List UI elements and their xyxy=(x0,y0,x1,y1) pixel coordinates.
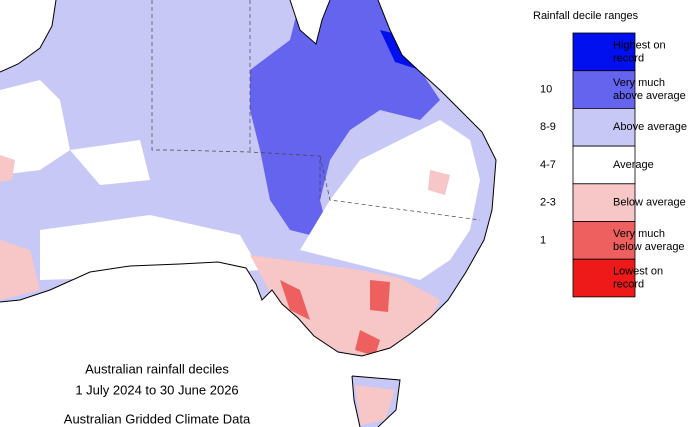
australia-map xyxy=(0,0,496,427)
caption-line: Australian rainfall deciles xyxy=(85,361,229,376)
legend-swatch xyxy=(572,258,636,298)
caption-line: Australian Gridded Climate Data xyxy=(64,411,251,426)
legend-swatch xyxy=(572,221,636,260)
legend-swatch xyxy=(572,145,636,185)
legend-label: Above average xyxy=(613,121,687,133)
legend-swatch xyxy=(572,70,636,109)
legend-range: 8-9 xyxy=(540,121,556,133)
legend: Highest on record 10 Very much above average… xyxy=(540,32,687,298)
legend-range: 2-3 xyxy=(540,197,556,209)
legend-range: 10 xyxy=(540,83,552,95)
legend-label: Average xyxy=(613,159,654,171)
legend-label: Below average xyxy=(613,197,686,209)
caption-line: 1 July 2024 to 30 June 2026 xyxy=(75,382,238,397)
coastline xyxy=(0,0,497,427)
legend-swatch xyxy=(572,183,636,222)
legend-label: Highest on record xyxy=(613,39,666,64)
legend-label: Very much below average xyxy=(613,228,685,253)
legend-range: 4-7 xyxy=(540,159,556,171)
state-borders xyxy=(151,0,481,221)
legend-swatch xyxy=(572,108,636,147)
legend-range: 1 xyxy=(540,234,546,246)
caption: Australian rainfall deciles 1 July 2024 t… xyxy=(64,361,251,426)
legend-label: Lowest on record xyxy=(613,265,663,290)
legend-title: Rainfall decile ranges xyxy=(533,10,639,22)
legend-label: Very much above average xyxy=(613,77,686,102)
